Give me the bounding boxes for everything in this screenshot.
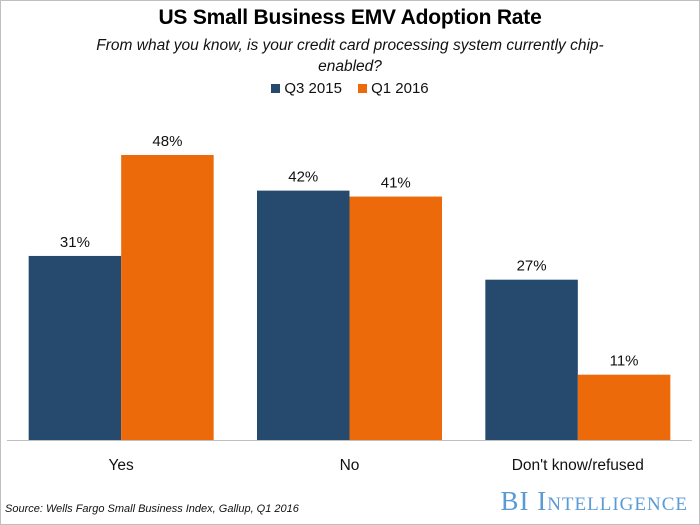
legend-swatch-q1-2016	[358, 84, 368, 93]
legend-swatch-q3-2015	[271, 84, 281, 93]
bar-don-t-know-refused-q1-2016	[577, 374, 671, 440]
legend-item-q1-2016: Q1 2016	[358, 80, 429, 97]
chart-title: US Small Business EMV Adoption Rate	[158, 6, 542, 29]
legend-item-q3-2015: Q3 2015	[271, 80, 342, 97]
category-label-don-t-know-refused: Don't know/refused	[512, 457, 644, 474]
data-label-yes-q3-2015: 31%	[60, 234, 90, 251]
source-note: Source: Wells Fargo Small Business Index…	[5, 503, 299, 515]
bar-no-q3-2015	[257, 190, 350, 440]
brand-logo: BI Intelligence	[500, 486, 688, 516]
category-label-yes: Yes	[109, 457, 135, 474]
legend: Q3 2015 Q1 2016	[0, 80, 700, 97]
chart-subtitle: From what you know, is your credit card …	[96, 37, 604, 75]
category-label-no: No	[340, 457, 360, 474]
data-label-yes-q1-2016: 48%	[152, 133, 182, 150]
data-label-don-t-know-refused-q1-2016: 11%	[610, 353, 639, 370]
bar-don-t-know-refused-q3-2015	[485, 279, 578, 440]
data-label-no-q3-2015: 42%	[288, 169, 318, 186]
data-label-don-t-know-refused-q3-2015: 27%	[517, 258, 547, 275]
bar-yes-q3-2015	[28, 255, 122, 440]
legend-label-q3-2015: Q3 2015	[284, 80, 342, 97]
bar-no-q1-2016	[349, 196, 442, 440]
bar-yes-q1-2016	[121, 155, 214, 440]
legend-label-q1-2016: Q1 2016	[371, 80, 429, 97]
data-label-no-q1-2016: 41%	[381, 175, 411, 192]
